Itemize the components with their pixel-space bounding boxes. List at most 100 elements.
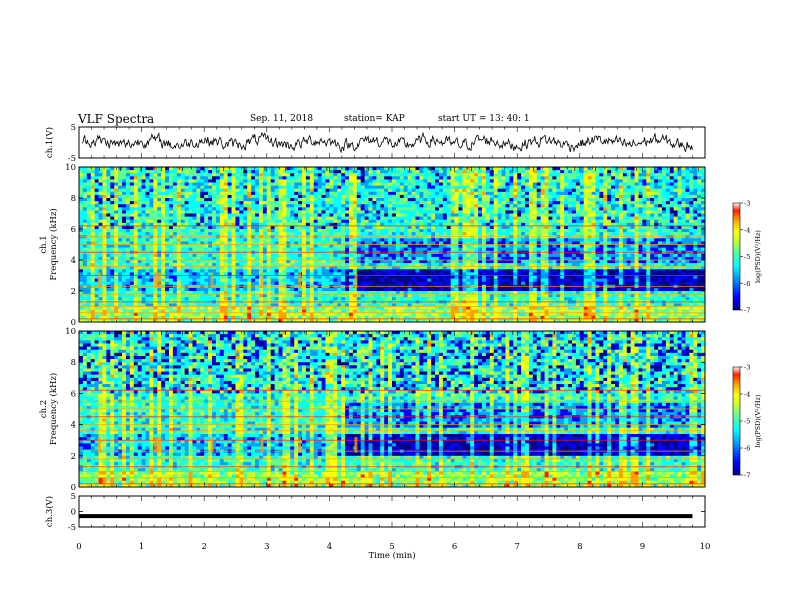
spectrogram-cell [145,225,150,230]
spectrogram-cell [122,318,127,323]
spectrogram-cell [321,275,326,279]
spectrogram-cell [423,222,428,227]
spectrogram-cell [270,291,275,295]
spectrogram-cell [466,167,471,171]
spectrogram-cell [302,210,307,214]
spectrogram-cell [294,266,299,270]
spectrogram-cell [427,315,432,320]
spectrogram-cell [333,266,338,270]
spectrogram-cell [79,287,84,292]
spectrogram-cell [329,225,334,230]
spectrogram-cell [403,191,408,196]
spectrogram-cell [231,253,236,258]
spectrogram-cell [196,194,201,199]
spectrogram-cell [407,213,412,217]
spectrogram-cell [102,275,107,279]
spectrogram-cell [247,312,252,317]
spectrogram-cell [200,188,205,193]
spectrogram-cell [200,232,205,236]
spectrogram-cell [372,182,377,186]
spectrogram-cell [255,179,260,183]
spectrogram-cell [247,306,252,310]
spectrogram-cell [364,297,369,301]
spectrogram-cell [442,244,448,248]
spectrogram-cell [419,191,424,196]
spectrogram-cell [380,232,385,236]
spectrogram-cell [337,194,342,199]
spectrogram-cell [442,287,448,292]
spectrogram-cell [165,253,170,258]
spectrogram-cell [208,167,213,171]
spectrogram-cell [168,219,174,224]
spectrogram-cell [438,247,444,251]
spectrogram-cell [114,207,119,211]
spectrogram-cell [106,318,111,323]
spectrogram-cell [384,167,389,171]
spectrogram-cell [423,278,428,282]
spectrogram-cell [180,315,185,320]
spectrogram-cell [450,179,455,183]
spectrogram-cell [290,309,295,313]
spectrogram-cell [106,219,111,224]
spectrogram-cell [200,263,205,267]
spectrogram-cell [168,194,174,199]
spectrogram-cell [415,244,420,248]
spectrogram-cell [294,170,299,174]
spectrogram-cell [419,303,424,307]
spectrogram-cell [309,229,315,233]
spectrogram-cell [227,194,232,199]
spectrogram-cell [188,219,193,224]
spectrogram-cell [415,201,420,205]
spectrogram-cell [110,194,115,199]
spectrogram-cell [137,260,142,264]
spectrogram-cell [137,272,142,276]
spectrogram-cell [212,281,217,286]
spectrogram-cell [380,238,385,242]
spectrogram-cell [372,287,377,292]
spectrogram-cell [458,176,463,180]
spectrogram-cell [251,173,256,177]
spectrogram-cell [270,213,275,217]
spectrogram-cell [149,244,154,248]
spectrogram-cell [239,222,244,227]
spectrogram-cell [384,216,389,220]
spectrogram-cell [298,173,303,177]
spectrogram-cell [298,210,303,214]
spectrogram-cell [305,198,311,202]
spectrogram-cell [337,210,342,214]
spectrogram-cell [329,173,334,177]
spectrogram-cell [145,188,150,193]
spectrogram-cell [243,194,248,199]
spectrogram-cell [294,210,299,214]
spectrogram-cell [106,188,111,193]
spectrogram-cell [278,216,283,220]
spectrogram-cell [438,275,444,279]
spectrogram-cell [298,229,303,233]
spectrogram-cell [356,191,361,196]
spectrogram-cell [219,167,225,171]
spectrogram-cell [384,201,389,205]
spectrogram-cell [399,222,405,227]
spectrogram-cell [325,306,330,310]
spectrogram-cell [407,275,412,279]
spectrogram-cell [372,318,377,323]
spectrogram-cell [180,269,185,273]
spectrogram-cell [176,232,182,236]
spectrogram-cell [231,269,236,273]
spectrogram-cell [345,225,350,230]
spectrogram-cell [317,229,322,233]
spectrogram-cell [431,287,436,292]
spectrogram-cell [435,266,440,270]
spectrogram-cell [258,247,264,251]
spectrogram-cell [313,182,318,186]
spectrogram-cell [118,303,123,307]
spectrogram-cell [321,263,326,267]
spectrogram-cell [196,229,201,233]
spectrogram-cell [392,297,397,301]
spectrogram-cell [192,312,197,317]
spectrogram-cell [172,266,178,270]
spectrogram-cell [388,210,393,214]
spectrogram-cell [356,318,361,323]
spectrogram-cell [251,275,256,279]
